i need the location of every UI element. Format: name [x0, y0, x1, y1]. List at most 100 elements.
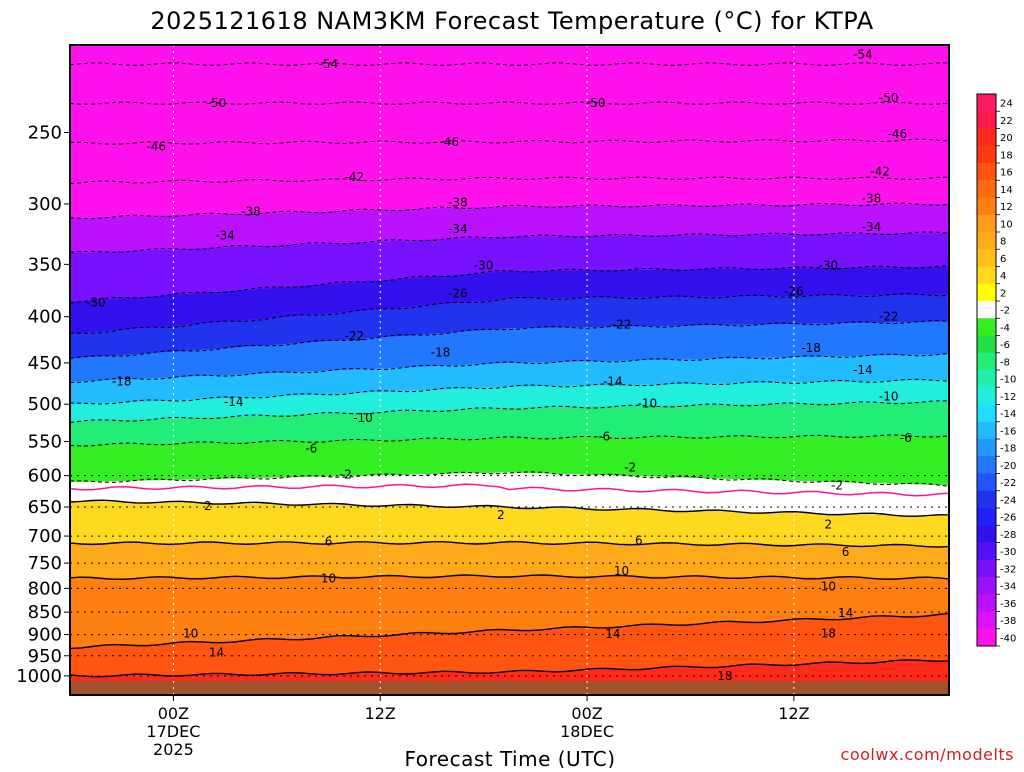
contour-label: -6 — [900, 431, 912, 445]
temp-band — [70, 576, 949, 648]
colorbar-swatch — [977, 249, 996, 267]
contour-label-group: -14 — [603, 375, 623, 389]
contour-label-group: -22 — [879, 310, 899, 324]
temp-band — [70, 140, 949, 183]
colorbar-swatch — [977, 197, 996, 216]
colorbar: 24 22 20 18 16 14 12 10 8 6 4 2 -2 -4 -6 -8 -10 -12 -14 -16… — [976, 93, 1016, 647]
contour-label: -26 — [784, 284, 804, 298]
temp-band — [70, 203, 949, 253]
colorbar-swatch — [977, 628, 996, 647]
grid-layer — [70, 45, 949, 695]
contour-label-group: -54 — [319, 57, 339, 71]
contour-label-group: -26 — [784, 284, 804, 298]
x-axis-label: Forecast Time (UTC) — [404, 747, 615, 768]
colorbar-label: -24 — [1000, 495, 1016, 506]
contour-label: -50 — [207, 96, 227, 110]
colorbar-label: -8 — [1000, 357, 1010, 368]
colorbar-label: -26 — [1000, 513, 1016, 524]
contour-label: 6 — [325, 535, 333, 549]
contour-label: -38 — [448, 196, 468, 210]
colorbar-swatch — [977, 128, 996, 147]
colorbar-swatch — [977, 577, 996, 595]
colorbar-label: 16 — [1000, 168, 1013, 179]
colorbar-label: -34 — [1000, 582, 1016, 593]
contour-label-group: -54 — [853, 48, 873, 62]
y-tick-label: 850 — [28, 602, 62, 623]
contour-label-group: 10 — [821, 579, 836, 593]
x-tick-label: 12Z — [778, 704, 809, 723]
colorbar-label: 6 — [1000, 254, 1006, 265]
contour-label: -22 — [345, 329, 365, 343]
x-tick-label: 00Z — [571, 704, 602, 723]
x-tick-year: 2025 — [153, 740, 194, 759]
contour-label: 2 — [204, 499, 212, 513]
contour-label-group: 2 — [825, 518, 833, 532]
contour-label: -30 — [474, 258, 494, 272]
contour-label-group: -14 — [853, 363, 873, 377]
colorbar-swatch — [977, 232, 996, 250]
colorbar-swatch — [977, 266, 996, 285]
contour-label: -38 — [862, 192, 882, 206]
contour-label: 6 — [842, 545, 850, 559]
temp-band — [70, 379, 949, 422]
y-tick-label: 800 — [28, 578, 62, 599]
contour-label: 10 — [183, 627, 198, 641]
contour-label-group: -46 — [146, 139, 166, 153]
contour-label: -14 — [603, 375, 623, 389]
contour-label-group: -10 — [638, 396, 658, 410]
contour-label-group: -18 — [431, 345, 451, 359]
colorbar-swatch — [977, 421, 996, 440]
colorbar-swatch — [977, 490, 996, 509]
contour-label-group: -34 — [448, 222, 468, 236]
colorbar-swatch — [977, 94, 996, 112]
colorbar-swatch — [977, 439, 996, 457]
contour-label-group: -42 — [345, 170, 365, 184]
y-tick-label: 450 — [28, 353, 62, 374]
colorbar-label: -10 — [1000, 375, 1016, 386]
contour-label-group: 18 — [717, 669, 732, 683]
contour-label: 10 — [321, 571, 336, 585]
contour-label-group: -50 — [586, 96, 606, 110]
y-tick-label: 500 — [28, 394, 62, 415]
terrain-strip — [70, 681, 949, 695]
y-tick-label: 300 — [28, 194, 62, 215]
colorbar-label: -14 — [1000, 409, 1016, 420]
colorbar-label: 18 — [1000, 150, 1013, 161]
contour-label-group: -50 — [879, 91, 899, 105]
contour-label-group: 14 — [605, 627, 620, 641]
contour-label-group: -18 — [801, 341, 821, 355]
colorbar-label: -30 — [1000, 547, 1016, 558]
contour-label: 14 — [209, 645, 224, 659]
colorbar-swatch — [977, 370, 996, 388]
contour-label-group: -6 — [900, 431, 912, 445]
colorbar-swatch — [977, 387, 996, 405]
colorbar-swatch — [977, 301, 996, 319]
colorbar-label: 22 — [1000, 116, 1013, 127]
contour-label-group: 2 — [204, 499, 212, 513]
contour-label-group: -22 — [345, 329, 365, 343]
contour-label-group: 10 — [183, 627, 198, 641]
contour-label: -14 — [853, 363, 873, 377]
colorbar-swatch — [977, 456, 996, 474]
colorbar-label: 10 — [1000, 219, 1013, 230]
contour-label-group: 10 — [614, 564, 629, 578]
contour-line — [70, 499, 949, 518]
colorbar-swatch — [977, 611, 996, 630]
colorbar-swatch — [977, 508, 996, 526]
contour-label: -6 — [598, 430, 610, 444]
contour-label: 10 — [821, 579, 836, 593]
colorbar-label: -6 — [1000, 340, 1010, 351]
contour-label: -10 — [879, 389, 899, 403]
contour-label: 14 — [838, 606, 853, 620]
colorbar-label: -22 — [1000, 478, 1016, 489]
colorbar-swatch — [977, 214, 996, 233]
colorbar-label: 8 — [1000, 237, 1006, 248]
chart-title: 2025121618 NAM3KM Forecast Temperature (… — [150, 7, 873, 35]
plot-frame — [69, 44, 950, 696]
contour-label: -34 — [448, 222, 468, 236]
y-tick-label: 250 — [28, 122, 62, 143]
contour-label: -18 — [801, 341, 821, 355]
contour-label: -34 — [862, 220, 882, 234]
contour-label: -6 — [305, 442, 317, 456]
